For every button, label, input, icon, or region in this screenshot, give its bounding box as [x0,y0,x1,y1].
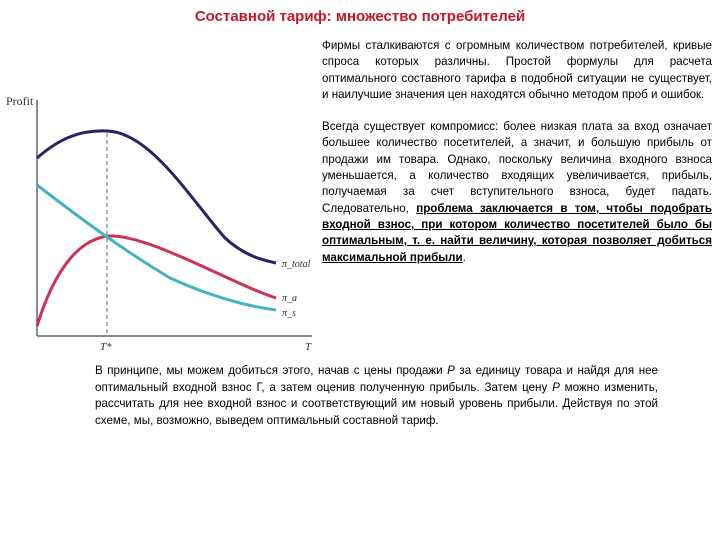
x-marker-label: T* [100,341,112,353]
bottom-text-block: В принципе, мы можем добиться этого, нач… [95,363,658,429]
y-axis-label: Profit [6,94,34,108]
paragraph-3: В принципе, мы можем добиться этого, нач… [95,363,658,429]
slide-title: Составной тариф: множество потребителей [194,8,526,25]
right-text-block: Фирмы сталкиваются с огромным количество… [322,38,712,266]
a-curve-label: π_a [282,293,297,304]
paragraph-2-emphasis: проблема заключается в том, чтобы подобр… [322,201,712,264]
sales-profit-curve [36,183,277,312]
paragraph-3-part2: за единицу товара и найдя для нее оптима… [95,364,658,394]
paragraph-3-part3: можно изменить, рассчитать для нее входн… [95,380,658,427]
total-curve-label: π_total [282,259,311,270]
price-variable-2: P [552,380,560,394]
admission-profit-curve [35,234,277,327]
profit-chart: Profit T* T π_total π_a π_s [6,94,312,353]
paragraph-3-part1: В принципе, мы можем добиться этого, нач… [95,364,448,377]
price-variable-1: P [447,364,455,377]
x-axis-label: T [305,341,312,353]
total-profit-curve [36,129,277,265]
paragraph-2: Всегда существует компромисс: более низк… [322,119,712,266]
paragraph-1: Фирмы сталкиваются с огромным количество… [322,39,712,101]
paragraph-2-intro: Всегда существует компромисс: более низк… [322,120,712,215]
s-curve-label: π_s [282,308,296,319]
paragraph-2-end: . [462,250,466,264]
